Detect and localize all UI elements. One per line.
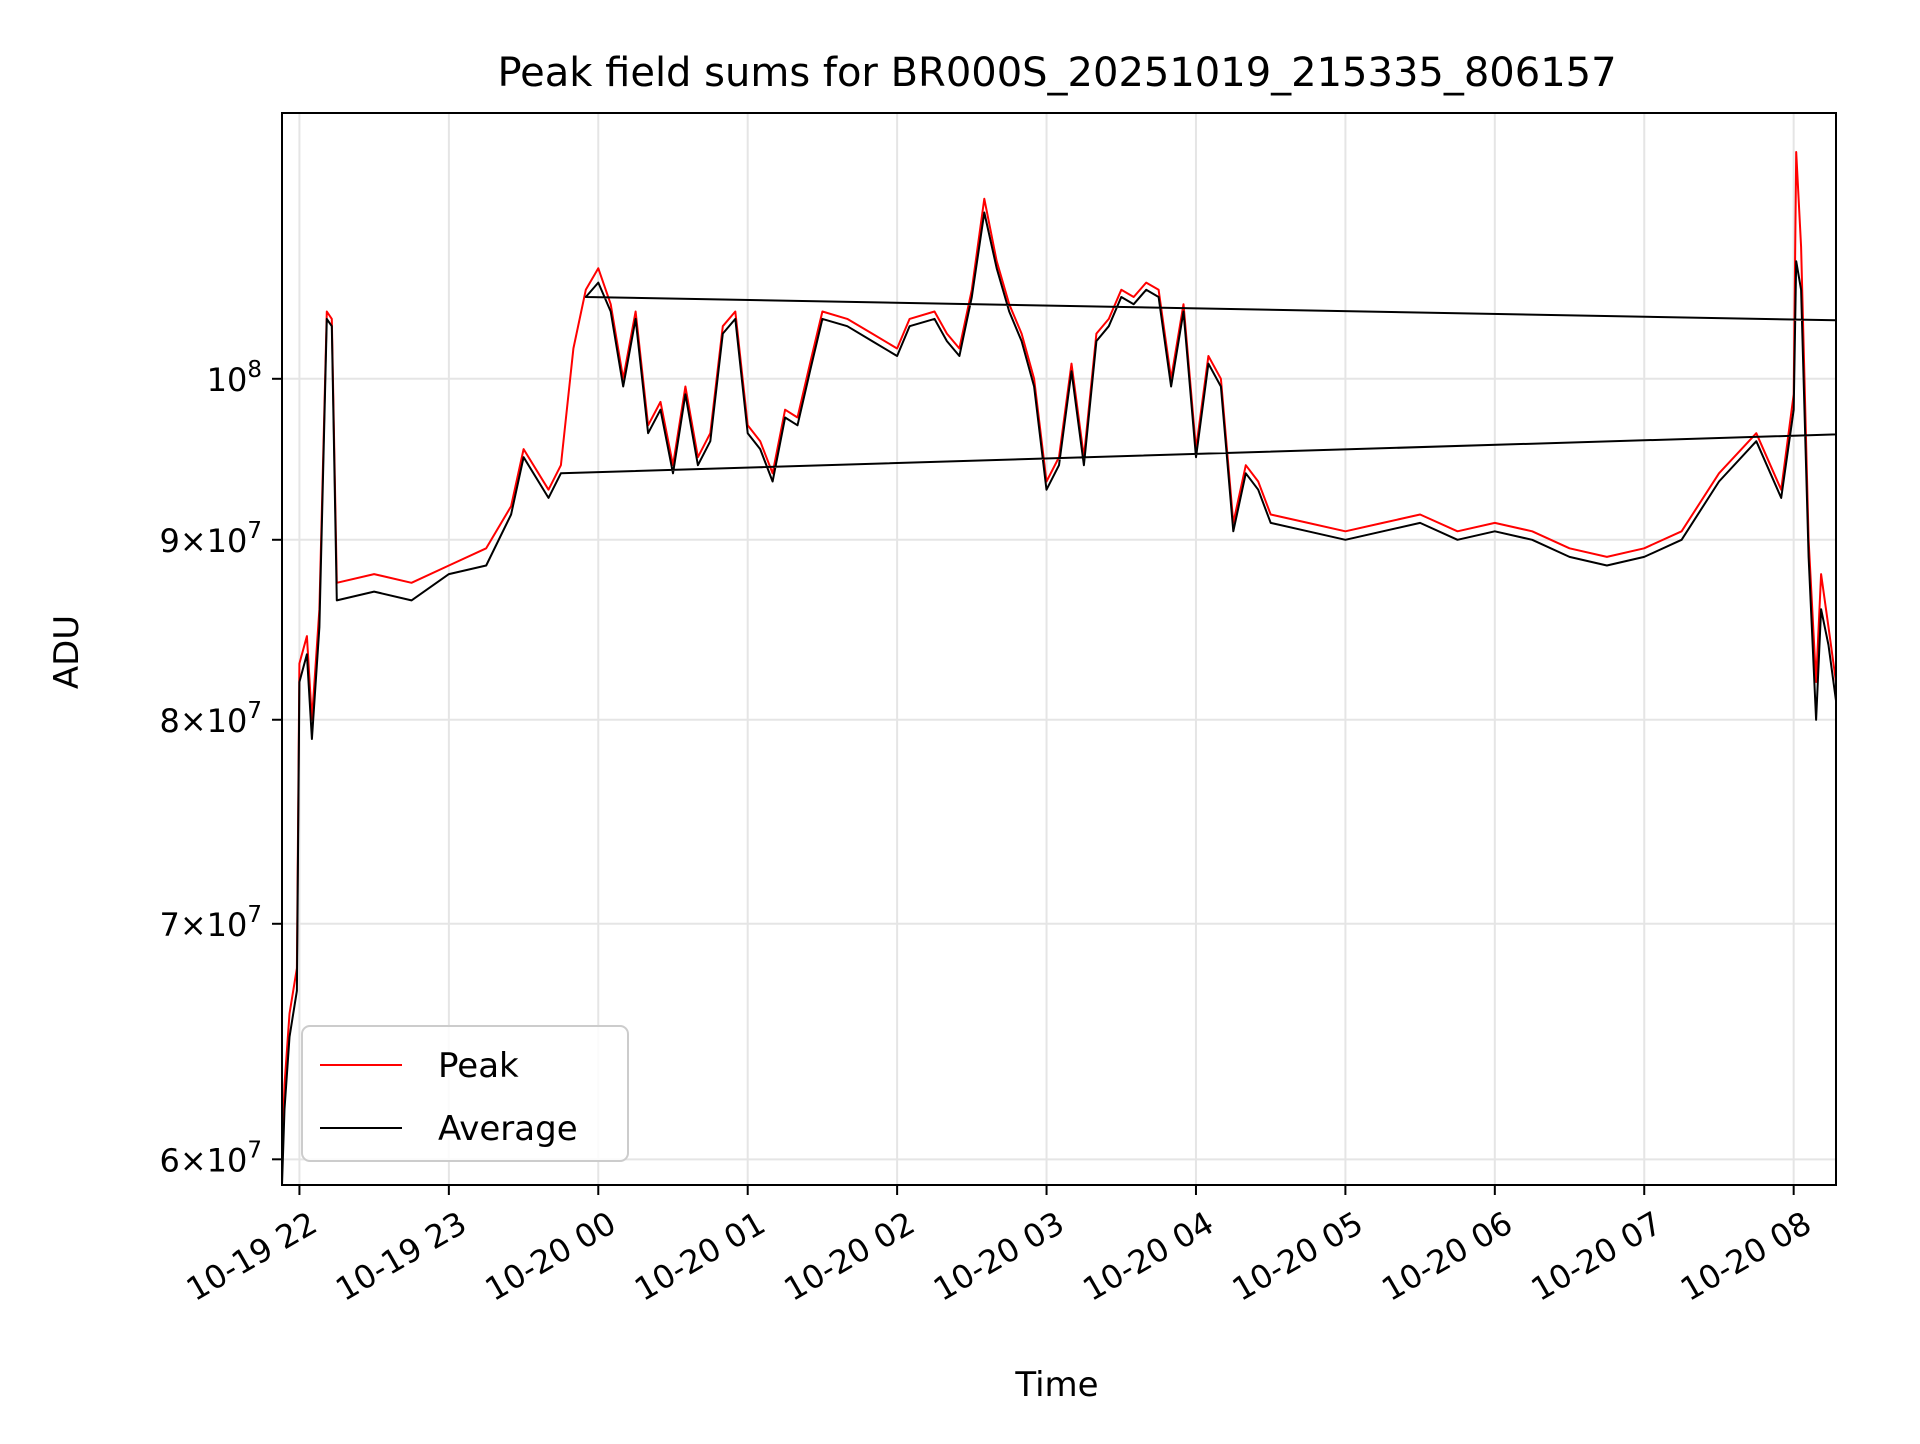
- legend-label-average: Average: [438, 1109, 578, 1149]
- y-tick-label-exponent: 7: [247, 698, 262, 724]
- y-tick-label-base: 8×10: [159, 702, 247, 740]
- y-tick-label: 9×107: [159, 518, 262, 560]
- y-tick-label-base: 10: [207, 361, 248, 399]
- y-tick-label-base: 6×10: [159, 1141, 247, 1179]
- legend: Peak Average: [301, 1025, 629, 1162]
- plot-series-group: [282, 151, 1836, 1185]
- y-tick-label: 108: [207, 357, 262, 399]
- legend-label-peak: Peak: [438, 1046, 519, 1086]
- series-line-peak: [282, 151, 1836, 1160]
- x-axis-label: Time: [1014, 1365, 1098, 1405]
- y-tick-label: 6×107: [159, 1137, 262, 1179]
- grid-lines: [282, 113, 1836, 1185]
- y-tick-label-base: 7×10: [159, 906, 247, 944]
- y-tick-label: 7×107: [159, 902, 262, 944]
- y-tick-label-exponent: 8: [247, 357, 262, 383]
- y-tick-label-exponent: 7: [247, 902, 262, 928]
- y-tick-label-base: 9×10: [159, 522, 247, 560]
- y-tick-label-exponent: 7: [247, 518, 262, 544]
- y-axis-label: ADU: [47, 615, 87, 689]
- y-tick-label: 8×107: [159, 698, 262, 740]
- series-line-average: [282, 211, 1836, 1185]
- plot-frame: [281, 112, 1837, 1186]
- y-tick-label-exponent: 7: [247, 1137, 262, 1163]
- chart-title: Peak field sums for BR000S_20251019_2153…: [497, 50, 1616, 96]
